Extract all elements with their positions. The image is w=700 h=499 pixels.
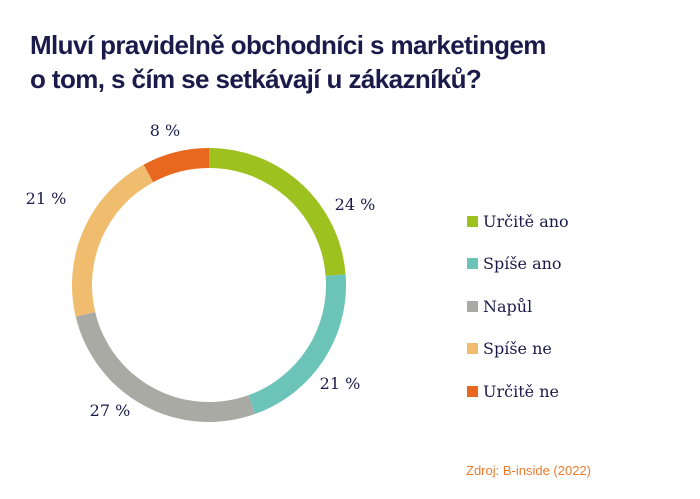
legend-swatch	[467, 215, 478, 227]
legend-item: Napůl	[467, 285, 569, 328]
legend-swatch	[467, 258, 478, 270]
legend-swatch	[467, 343, 478, 355]
legend: Určitě ano Spíše ano Napůl Spíše ne Urči…	[467, 200, 569, 413]
legend-item: Určitě ne	[467, 370, 569, 413]
legend-item: Spíše ne	[467, 328, 569, 371]
legend-label: Spíše ne	[483, 339, 552, 359]
data-label: 27 %	[90, 401, 131, 420]
legend-label: Určitě ano	[483, 211, 569, 231]
source-note: Zdroj: B-inside (2022)	[466, 463, 591, 478]
data-label: 21 %	[320, 374, 361, 393]
legend-swatch	[467, 300, 478, 312]
legend-item: Spíše ano	[467, 243, 569, 286]
legend-item: Určitě ano	[467, 200, 569, 243]
data-label: 24 %	[335, 195, 376, 214]
donut-slice	[72, 164, 154, 317]
title-line-1: Mluví pravidelně obchodníci s marketinge…	[30, 30, 546, 60]
legend-label: Určitě ne	[483, 381, 559, 401]
chart-title: Mluví pravidelně obchodníci s marketinge…	[30, 28, 546, 96]
donut-slice	[248, 274, 346, 415]
donut-slice	[209, 148, 346, 276]
data-label: 21 %	[26, 189, 67, 208]
donut-slice	[143, 148, 209, 183]
legend-label: Spíše ano	[483, 254, 562, 274]
legend-swatch	[467, 385, 478, 397]
title-line-2: o tom, s čím se setkávají u zákazníků?	[30, 64, 482, 94]
data-label: 8 %	[150, 121, 180, 140]
legend-label: Napůl	[483, 296, 533, 316]
donut-slice	[75, 312, 255, 422]
